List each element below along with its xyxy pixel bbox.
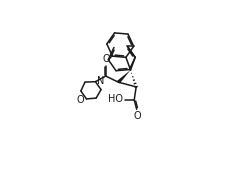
Text: O: O [77,95,85,105]
Text: N: N [96,76,104,86]
Text: O: O [133,111,141,121]
Text: O: O [102,54,110,64]
Polygon shape [117,70,130,83]
Text: HO: HO [108,95,123,105]
